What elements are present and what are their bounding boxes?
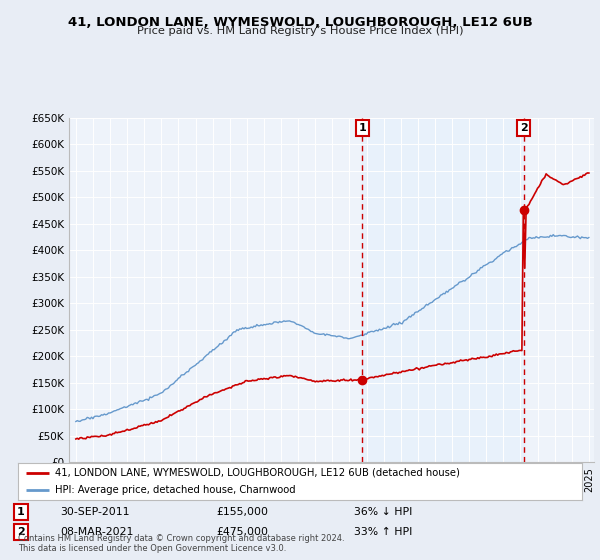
Text: 1: 1 [358,123,366,133]
Text: 1: 1 [17,507,25,517]
Text: 41, LONDON LANE, WYMESWOLD, LOUGHBOROUGH, LE12 6UB (detached house): 41, LONDON LANE, WYMESWOLD, LOUGHBOROUGH… [55,468,460,478]
Bar [362,118,524,462]
Text: 30-SEP-2011: 30-SEP-2011 [60,507,130,517]
Text: £155,000: £155,000 [216,507,268,517]
Text: 33% ↑ HPI: 33% ↑ HPI [354,527,412,537]
Text: 2: 2 [17,527,25,537]
Text: HPI: Average price, detached house, Charnwood: HPI: Average price, detached house, Char… [55,486,295,496]
Text: Contains HM Land Registry data © Crown copyright and database right 2024.
This d: Contains HM Land Registry data © Crown c… [18,534,344,553]
Text: 08-MAR-2021: 08-MAR-2021 [60,527,133,537]
Text: Price paid vs. HM Land Registry’s House Price Index (HPI): Price paid vs. HM Land Registry’s House … [137,26,463,36]
Text: 36% ↓ HPI: 36% ↓ HPI [354,507,412,517]
Text: 2: 2 [520,123,527,133]
Text: 41, LONDON LANE, WYMESWOLD, LOUGHBOROUGH, LE12 6UB: 41, LONDON LANE, WYMESWOLD, LOUGHBOROUGH… [68,16,532,29]
Text: £475,000: £475,000 [216,527,268,537]
